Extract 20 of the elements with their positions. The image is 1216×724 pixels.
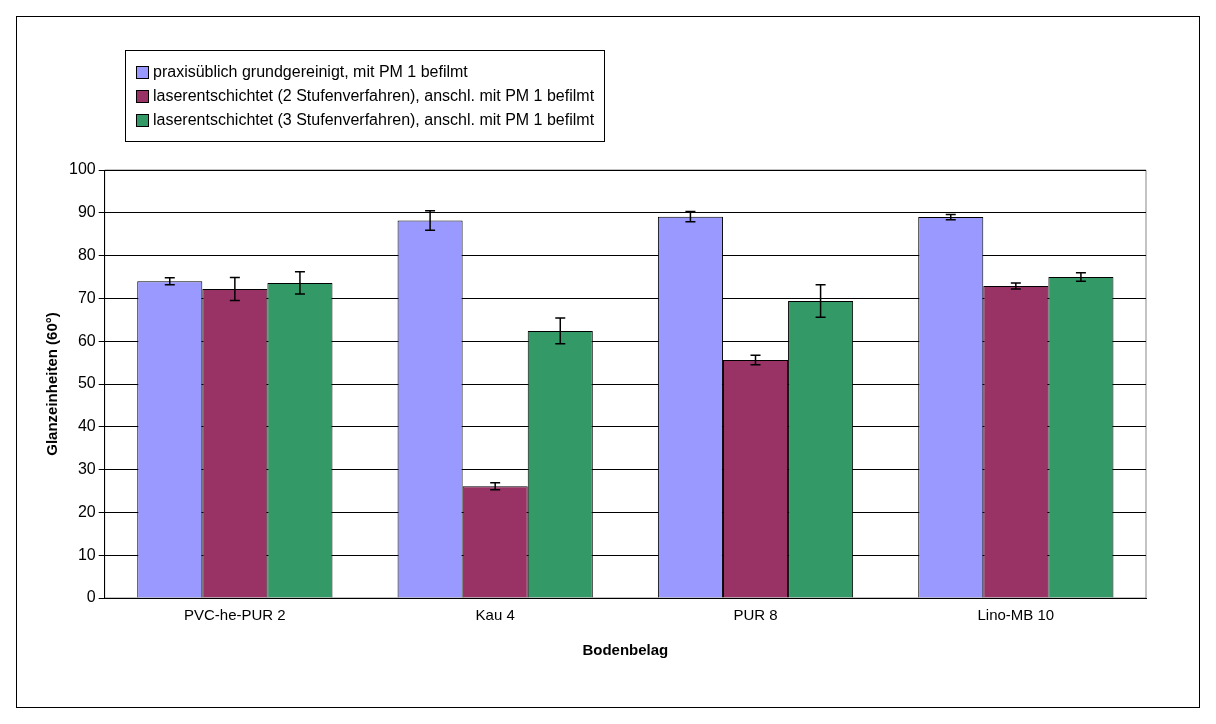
x-tick-label: Lino-MB 10 — [977, 606, 1055, 624]
y-tick-label: 0 — [86, 588, 96, 606]
y-tick-label: 100 — [68, 160, 96, 178]
y-tick-label: 90 — [77, 203, 96, 221]
x-tick-label: PVC-he-PUR 2 — [184, 606, 286, 624]
legend-label: laserentschichtet (3 Stufenverfahren), anschl. mit PM 1 befilmt — [153, 111, 595, 129]
y-tick-label: 70 — [77, 288, 96, 306]
y-tick-label: 60 — [77, 331, 96, 349]
y-tick-label: 80 — [77, 246, 96, 264]
legend-label: praxisüblich grundgereinigt, mit PM 1 befilmt — [153, 63, 468, 81]
y-tick-label: 10 — [77, 545, 96, 563]
y-tick-label: 40 — [77, 417, 96, 435]
y-axis-title: Glanzeinheiten (60°) — [43, 312, 61, 456]
legend-label: laserentschichtet (2 Stufenverfahren), anschl. mit PM 1 befilmt — [153, 87, 595, 105]
x-tick-label: Kau 4 — [475, 606, 515, 624]
y-tick-label: 20 — [77, 502, 96, 520]
x-axis-title: Bodenbelag — [582, 641, 669, 659]
y-tick-label: 30 — [77, 460, 96, 478]
y-tick-label: 50 — [77, 374, 96, 392]
x-tick-label: PUR 8 — [733, 606, 778, 624]
